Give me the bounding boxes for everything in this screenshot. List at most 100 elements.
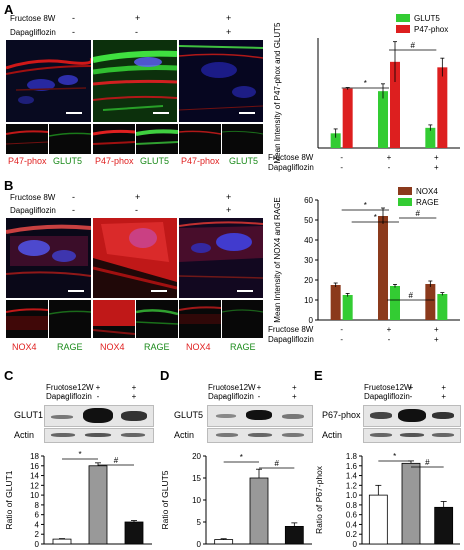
condition-label: Fructose12W: [364, 383, 412, 392]
condition-mark: -: [340, 163, 343, 172]
a-thumb-label: GLUT5: [229, 156, 259, 166]
y-tick-label: 10: [304, 296, 313, 305]
a-thumb-p47-dapagliflozin: [179, 124, 221, 154]
a-dapa-label: Dapagliflozin: [10, 28, 56, 37]
a-mark: -: [72, 13, 75, 23]
condition-mark: +: [434, 153, 439, 162]
condition-mark: +: [257, 383, 262, 392]
y-tick-label: 0: [35, 540, 40, 549]
b-thumb-rage-control: [49, 300, 91, 338]
condition-mark: -: [97, 392, 100, 401]
bar: [437, 67, 448, 148]
a-thumb-glut5-dapagliflozin: [222, 124, 263, 154]
legend-swatch: [396, 14, 410, 22]
a-thumb-glut5-fructose: [136, 124, 178, 154]
condition-mark: -: [222, 383, 225, 392]
b-thumb-label: RAGE: [57, 342, 83, 352]
significance-mark: #: [114, 456, 119, 465]
bar: [368, 494, 388, 545]
y-tick-label: 5: [197, 518, 202, 527]
bar: [425, 284, 436, 320]
b-micrograph-dapagliflozin: [179, 218, 263, 298]
y-tick-label: 20: [304, 276, 313, 285]
condition-mark: +: [292, 383, 297, 392]
condition-mark: -: [377, 392, 380, 401]
legend-swatch: [398, 187, 412, 195]
y-tick-label: 8: [35, 501, 40, 510]
condition-mark: +: [441, 383, 446, 392]
b-thumb-label: RAGE: [144, 342, 170, 352]
d-blot-glut5: [207, 405, 313, 427]
a-mark: +: [226, 13, 232, 23]
condition-mark: +: [292, 392, 297, 401]
a-thumb-glut5-control: [49, 124, 91, 154]
b-thumb-nox4-control: [6, 300, 48, 338]
b-mark: +: [226, 205, 232, 215]
panel-b-label: B: [4, 178, 14, 193]
y-axis-label: Mean Intensity of NOX4 and RAGE: [273, 197, 282, 322]
a-fructose-label: Fructose 8W: [10, 14, 56, 23]
bar: [249, 477, 269, 545]
significance-mark: *: [78, 450, 81, 459]
condition-label: Fructose 8W: [268, 153, 314, 162]
condition-mark: +: [434, 325, 439, 334]
condition-mark: -: [410, 392, 413, 401]
b-micrograph-fructose: [93, 218, 177, 298]
condition-mark: -: [388, 335, 391, 344]
c-blot-actin: [44, 428, 154, 443]
y-tick-label: 10: [192, 496, 201, 505]
legend-label: GLUT5: [414, 14, 440, 23]
y-tick-label: 1.6: [346, 462, 358, 471]
e-actin-label: Actin: [322, 430, 343, 440]
condition-mark: +: [132, 392, 137, 401]
y-tick-label: 12: [30, 481, 39, 490]
condition-mark: +: [387, 325, 392, 334]
condition-label: Fructose12W: [208, 383, 256, 392]
significance-mark: #: [408, 291, 413, 300]
y-tick-label: 6: [35, 511, 40, 520]
b-thumb-label: NOX4: [186, 342, 211, 352]
c-blot-glut1: [44, 405, 154, 427]
bar: [342, 295, 353, 320]
chart-b: 0 10 20 30 40 50 60 Mean Intensity of NOX4 and …: [268, 187, 460, 344]
bar: [401, 462, 421, 545]
a-thumb-label: P47-phox: [181, 156, 220, 166]
a-thumb-p47-control: [6, 124, 48, 154]
y-tick-label: 18: [30, 452, 39, 461]
a-mark: +: [226, 27, 232, 37]
significance-mark: #: [425, 458, 430, 467]
y-tick-label: 50: [304, 216, 313, 225]
bar: [284, 525, 304, 545]
bar: [378, 216, 388, 320]
condition-label: Dapagliflozin: [268, 163, 314, 172]
b-mark: +: [135, 192, 141, 202]
b-fructose-label: Fructose 8W: [10, 193, 56, 202]
condition-mark: +: [132, 383, 137, 392]
a-micrograph-control: [6, 40, 91, 122]
condition-label: Fructose 8W: [268, 325, 314, 334]
legend-swatch: [396, 25, 410, 33]
e-blot-actin: [363, 428, 461, 443]
y-tick-label: 0.8: [346, 501, 358, 510]
a-micrograph-dapagliflozin: [179, 40, 263, 122]
chart-a: Mean Intensity of P47-phox and GLUT5 GLUT…: [268, 14, 460, 172]
significance-mark: #: [274, 459, 279, 468]
y-tick-label: 0: [197, 540, 202, 549]
b-thumb-nox4-fructose: [93, 300, 135, 338]
y-axis-label: Ratio of GLUT1: [4, 470, 14, 529]
a-thumb-label: P47-phox: [8, 156, 47, 166]
condition-mark: -: [222, 392, 225, 401]
y-tick-label: 1.2: [346, 481, 358, 490]
b-mark: -: [135, 205, 138, 215]
y-tick-label: 20: [192, 452, 201, 461]
panel-c-label: C: [4, 368, 14, 383]
y-axis-label: Ratio of GLUT5: [160, 470, 170, 529]
b-mark: +: [226, 192, 232, 202]
b-thumb-rage-dapagliflozin: [222, 300, 263, 338]
y-axis-label: Mean Intensity of P47-phox and GLUT5: [273, 22, 282, 164]
condition-label: Fructose12W: [46, 383, 94, 392]
y-tick-label: 0: [309, 316, 314, 325]
significance-mark: *: [240, 453, 243, 462]
